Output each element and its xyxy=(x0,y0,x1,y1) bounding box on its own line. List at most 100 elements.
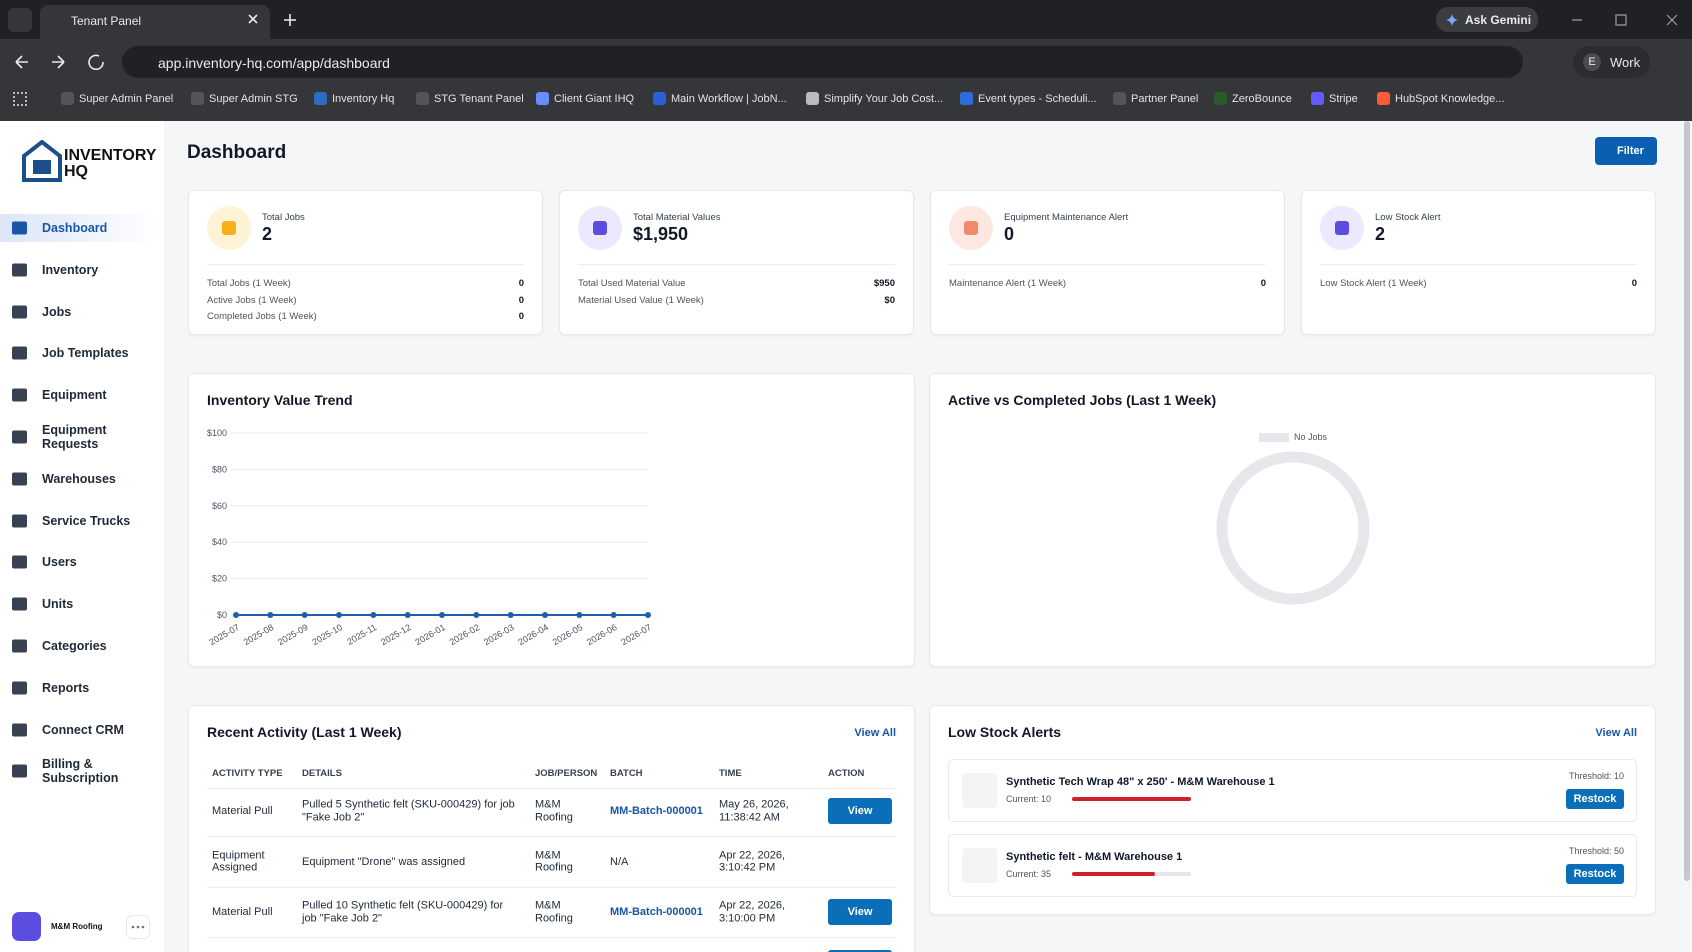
y-tick-label: $40 xyxy=(212,537,227,547)
x-tick-label: 2025-11 xyxy=(345,622,378,647)
x-tick-label: 2025-07 xyxy=(207,622,241,647)
new-tab[interactable] xyxy=(284,14,296,26)
bookmark[interactable]: Simplify Your Job Cost... xyxy=(824,93,944,105)
nav-item[interactable]: Equipment xyxy=(42,388,107,403)
nav-item[interactable]: Inventory xyxy=(42,262,99,277)
url: app.inventory-hq.com/app/dashboard xyxy=(158,55,390,71)
nav-item[interactable]: Warehouses xyxy=(42,471,116,486)
nav-item[interactable]: Jobs xyxy=(42,304,72,319)
nav-item[interactable]: Users xyxy=(42,555,77,570)
tab-search[interactable] xyxy=(8,8,32,32)
restock-label: Restock xyxy=(1573,868,1617,880)
nav-icon xyxy=(12,639,27,653)
stat-row: Low Stock Alert (1 Week) 0 xyxy=(1320,278,1637,289)
stock-bar-track xyxy=(1072,797,1191,801)
stat-row-label: Low Stock Alert (1 Week) xyxy=(1320,278,1427,289)
bookmark[interactable]: Stripe xyxy=(1329,93,1358,105)
point xyxy=(473,612,480,618)
profile-initial: E xyxy=(1583,53,1601,71)
tab-title: Tenant Panel xyxy=(71,14,142,28)
row-divider xyxy=(207,937,896,938)
window-controls[interactable] xyxy=(1570,14,1680,26)
tab-close[interactable] xyxy=(248,14,258,24)
nav-item[interactable]: Dashboard xyxy=(42,221,108,235)
bookmark-icon xyxy=(960,92,973,105)
nav-item[interactable]: Connect CRM xyxy=(42,722,124,737)
view-label: View xyxy=(847,805,873,817)
bookmark[interactable]: Super Admin Panel xyxy=(79,93,174,105)
point xyxy=(507,612,514,618)
nav-icon xyxy=(12,263,27,277)
bookmark[interactable]: Inventory Hq xyxy=(332,93,395,105)
stat-label: Total Jobs xyxy=(262,212,305,223)
stat-label: Equipment Maintenance Alert xyxy=(1004,212,1129,223)
nav-icon xyxy=(12,305,27,319)
divider xyxy=(207,264,524,265)
cell-person: M&M Roofing xyxy=(535,899,573,925)
y-tick-label: $0 xyxy=(217,610,227,620)
bookmark[interactable]: Main Workflow | JobN... xyxy=(671,93,787,105)
bookmark[interactable]: STG Tenant Panel xyxy=(434,93,524,105)
point xyxy=(233,612,239,618)
address-bar[interactable] xyxy=(122,46,1523,78)
bookmark-icon xyxy=(1113,92,1126,105)
nav-item[interactable]: Billing & Subscription xyxy=(42,757,119,786)
view-all[interactable]: View All xyxy=(854,727,896,739)
view-button[interactable]: View xyxy=(828,899,892,925)
doughnut-ring xyxy=(1216,451,1370,605)
nav-buttons[interactable] xyxy=(14,54,104,70)
user-menu[interactable] xyxy=(126,915,150,939)
x-tick-label: 2026-07 xyxy=(619,622,653,647)
tab[interactable] xyxy=(40,5,270,39)
cell-details: Equipment "Drone" was assigned xyxy=(302,855,466,868)
column-header: BATCH xyxy=(610,768,643,779)
nav-item[interactable]: Service Trucks xyxy=(42,513,131,528)
y-tick-label: $80 xyxy=(212,464,227,474)
nav-item[interactable]: Equipment Requests xyxy=(42,423,107,451)
cell-type: Equipment Assigned xyxy=(212,849,265,874)
bookmark[interactable]: HubSpot Knowledge... xyxy=(1395,93,1505,105)
logo-top: INVENTORY xyxy=(64,147,157,164)
stat-row: Total Used Material Value $950 xyxy=(578,278,895,289)
divider xyxy=(578,264,895,265)
stat-row: Completed Jobs (1 Week) 0 xyxy=(207,311,524,322)
stock-bar xyxy=(1072,872,1156,876)
stat-row-label: Total Used Material Value xyxy=(578,278,686,289)
nav-item[interactable]: Units xyxy=(42,597,74,612)
stat-row-value: $950 xyxy=(873,278,895,289)
nav-item[interactable]: Reports xyxy=(42,680,90,695)
card-title: Active vs Completed Jobs (Last 1 Week) xyxy=(948,392,1217,408)
bookmark-icon xyxy=(1311,92,1324,105)
view-button[interactable] xyxy=(828,949,892,952)
stat-row: Material Used Value (1 Week) $0 xyxy=(578,295,895,306)
view-all[interactable]: View All xyxy=(1595,727,1637,739)
view-button[interactable]: View xyxy=(828,798,892,824)
nav-item[interactable]: Job Templates xyxy=(42,346,129,361)
filter-button[interactable] xyxy=(1595,137,1657,165)
point xyxy=(542,612,548,618)
nav-icon xyxy=(12,346,27,360)
bookmark-icon xyxy=(314,92,327,105)
bookmark[interactable]: Super Admin STG xyxy=(209,93,298,105)
stat-value: $1,950 xyxy=(633,224,689,244)
bookmark[interactable]: ZeroBounce xyxy=(1232,93,1292,105)
stat-row-label: Active Jobs (1 Week) xyxy=(207,294,297,306)
bookmark[interactable]: Event types - Scheduli... xyxy=(978,93,1097,105)
stock-bar-track xyxy=(1072,872,1191,876)
apps-icon xyxy=(13,92,27,106)
bookmark[interactable]: Partner Panel xyxy=(1131,93,1199,105)
point xyxy=(370,612,377,618)
restock-button[interactable]: Restock xyxy=(1566,789,1624,809)
cell-batch: N/A xyxy=(610,855,629,868)
stat-row-label: Maintenance Alert (1 Week) xyxy=(949,278,1067,289)
x-tick-label: 2025-08 xyxy=(242,622,276,647)
nav-icon xyxy=(12,681,27,695)
restock-button[interactable]: Restock xyxy=(1566,864,1624,884)
y-tick-label: $60 xyxy=(212,501,227,511)
bookmark[interactable]: Client Giant IHQ xyxy=(554,93,635,105)
stat-row-label: Material Used Value (1 Week) xyxy=(578,294,704,306)
stock-item: Synthetic felt - M&M Warehouse 1 Current:… xyxy=(948,834,1637,897)
nav-item[interactable]: Categories xyxy=(42,639,107,653)
point xyxy=(576,612,583,618)
